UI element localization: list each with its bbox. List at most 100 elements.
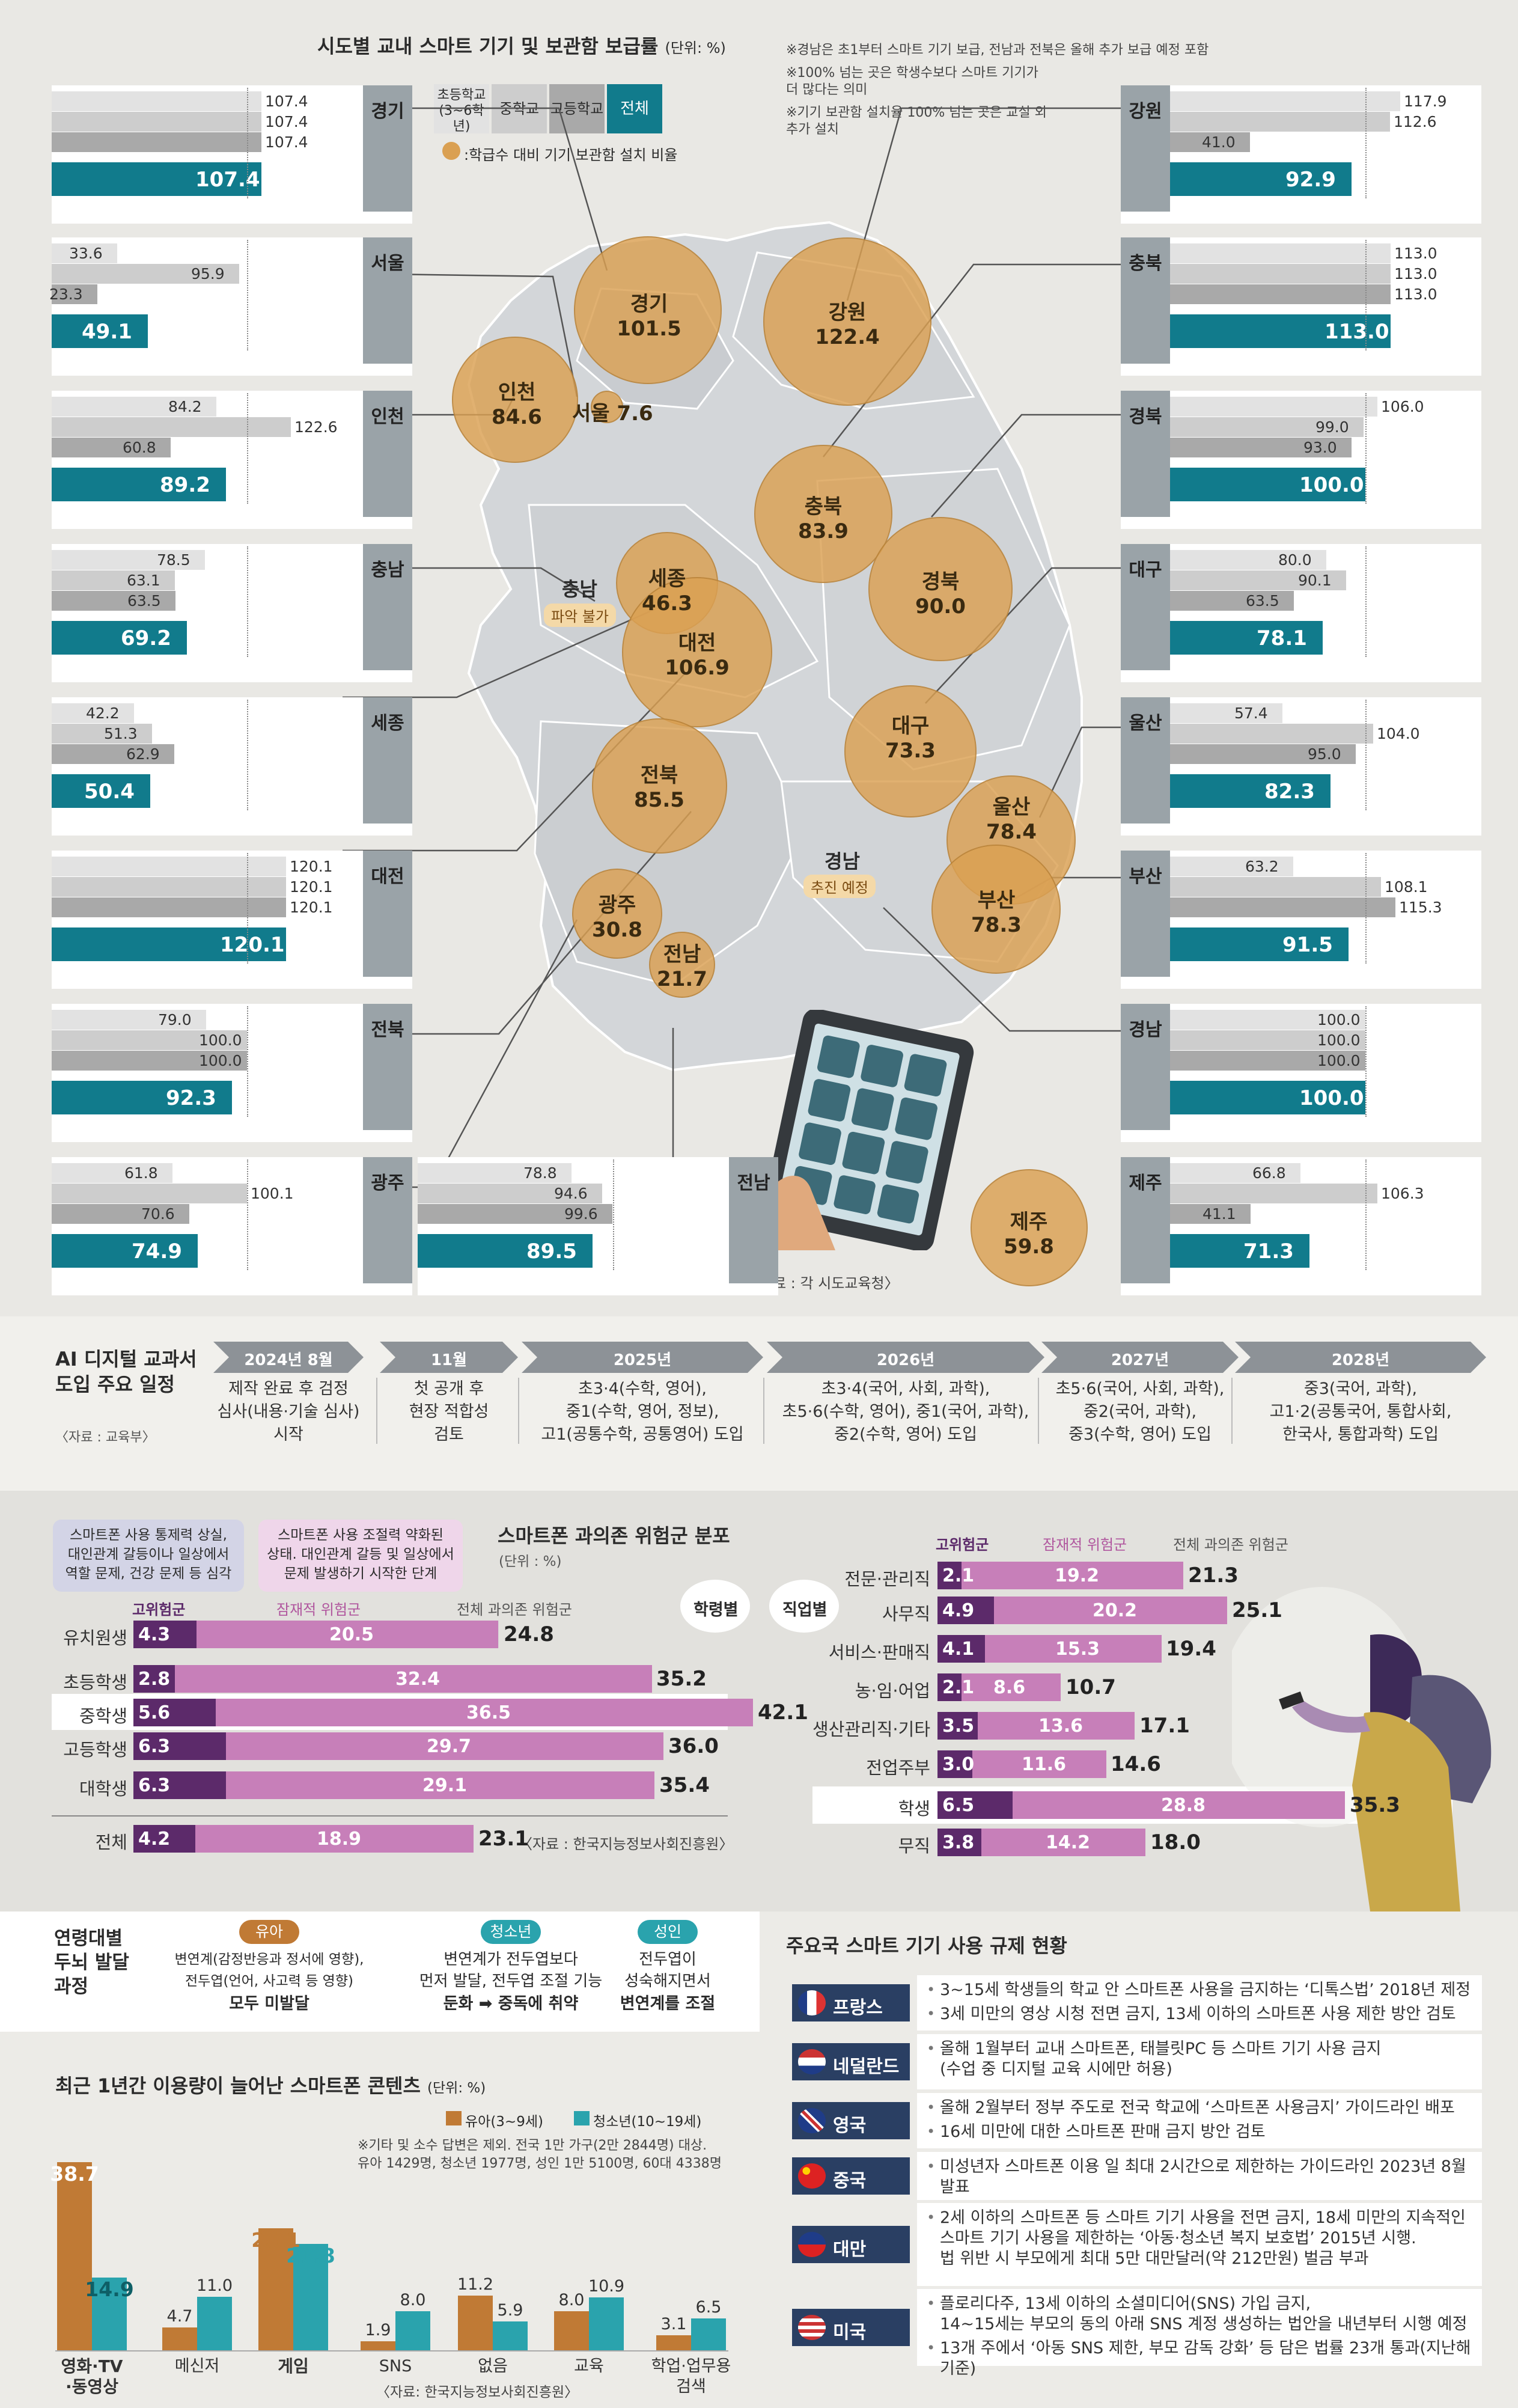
country-name: 대만 — [833, 2239, 867, 2260]
region-tab: 제주 — [1121, 1157, 1170, 1283]
content-value-infant: 1.9 — [365, 2321, 391, 2339]
content-bar-infant — [57, 2162, 92, 2350]
bubble-gangwon — [763, 237, 931, 406]
china-flag-icon — [798, 2163, 826, 2189]
risk-category: 학생 — [898, 1798, 930, 1819]
risk-bar-potential — [175, 1665, 652, 1693]
content-value-youth: 14.9 — [85, 2278, 134, 2301]
bubble-label-gyeongbuk: 경북 90.0 — [915, 570, 966, 619]
risk-bar-potential — [195, 1825, 474, 1853]
regulation-box-3: • 미성년자 스마트폰 이용 일 최대 2시간으로 제한하는 가이드라인 2023… — [917, 2152, 1482, 2200]
region-name: 대전 — [371, 866, 404, 887]
legend-youth-swatch — [574, 2111, 590, 2125]
bar-mid — [52, 1030, 247, 1050]
region-panel-16: 제주 66.8 106.3 41.1 71.3 — [1121, 1157, 1481, 1295]
bullet-dot: • — [927, 2123, 936, 2140]
risk-value-total: 35.2 — [656, 1667, 707, 1691]
uk-flag-icon — [798, 2108, 826, 2133]
value-mid: 99.0 — [1315, 418, 1349, 436]
risk-category: 전문·관리직 — [844, 1569, 930, 1589]
value-mid: 90.1 — [1298, 572, 1332, 589]
content-bar-youth — [493, 2321, 528, 2350]
value-mid: 112.6 — [1394, 113, 1437, 130]
usa-flag-icon — [798, 2315, 826, 2340]
schedule-divider — [376, 1378, 377, 1444]
legend-all: 전체 — [607, 84, 662, 133]
content-bar-infant — [656, 2335, 691, 2350]
ref-100-line — [1365, 1160, 1367, 1270]
region-name: 세종 — [371, 713, 404, 734]
value-all: 71.3 — [1243, 1239, 1294, 1264]
content-value-infant: 3.1 — [660, 2315, 687, 2333]
value-all: 107.4 — [195, 168, 260, 192]
value-elem: 80.0 — [1278, 551, 1312, 569]
ref-100-line — [1365, 393, 1367, 504]
content-bar-youth — [197, 2297, 232, 2350]
risk-value-potential: 18.9 — [317, 1829, 362, 1850]
region-tab: 부산 — [1121, 851, 1170, 977]
value-all: 82.3 — [1264, 780, 1315, 804]
risk-source: 〈자료 : 한국지능정보사회진흥원〉 — [518, 1836, 734, 1853]
region-panel-9: 강원 117.9 112.6 41.0 92.9 — [1121, 85, 1481, 224]
brain-stage-badge: 청소년 — [481, 1920, 541, 1944]
bubble-jeonnam — [649, 932, 715, 998]
content-bar-infant — [258, 2228, 293, 2350]
country-label-0: 프랑스 — [792, 1984, 910, 2021]
ref-100-line — [613, 1160, 614, 1270]
value-elem: 106.0 — [1381, 398, 1424, 415]
region-name: 경남 — [1129, 1019, 1162, 1041]
region-panel-11: 경북 106.0 99.0 93.0 100.0 — [1121, 391, 1481, 529]
value-high: 23.3 — [49, 286, 83, 303]
risk-value-high: 2.8 — [138, 1669, 171, 1690]
value-elem: 79.0 — [158, 1011, 192, 1028]
ref-100-line — [1365, 700, 1367, 810]
risk-bar-potential — [972, 1750, 1106, 1778]
content-category: SNS — [379, 2357, 412, 2376]
ref-100-line — [247, 700, 248, 810]
risk-bar-high — [937, 1712, 978, 1740]
ref-100-line — [247, 88, 248, 198]
content-category: 없음 — [478, 2357, 508, 2376]
regulation-text: 3세 미만의 영상 시청 전면 금지, 13세 이하의 스마트폰 사용 제한 방… — [940, 2005, 1456, 2023]
value-elem: 84.2 — [168, 398, 202, 415]
value-all: 69.2 — [121, 626, 171, 650]
country-name: 미국 — [833, 2322, 867, 2343]
note-2: ※100% 넘는 곳은 학생수보다 스마트 기기가 더 많다는 의미 — [786, 66, 1038, 97]
risk-legend-pot-2: 잠재적 위험군 — [1043, 1536, 1127, 1553]
legend-elem: 초등학교 (3~6학년) — [434, 84, 489, 134]
schedule-date: 2025년 — [613, 1351, 672, 1369]
bubble-jeju — [971, 1169, 1088, 1286]
risk-bar-potential — [216, 1699, 753, 1726]
value-elem: 78.5 — [157, 551, 191, 569]
content-value-youth: 21.8 — [286, 2244, 335, 2267]
value-all: 89.2 — [160, 473, 210, 497]
schedule-date: 2026년 — [876, 1351, 935, 1369]
chungnam-label: 충남 — [562, 578, 597, 600]
legend-infant-label: 유아(3~9세) — [465, 2114, 543, 2130]
risk-bar-potential — [981, 1829, 1145, 1856]
region-name: 강원 — [1129, 101, 1162, 122]
region-panel-13: 울산 57.4 104.0 95.0 82.3 — [1121, 697, 1481, 836]
bubble-label-jeju: 제주 59.8 — [1004, 1210, 1054, 1259]
bar-mid — [1170, 570, 1346, 590]
bar-all — [1170, 162, 1352, 196]
bar-high — [52, 284, 97, 304]
value-high: 113.0 — [1394, 286, 1437, 303]
bar-mid — [52, 1184, 247, 1203]
brain-title: 연령대별 두뇌 발달 과정 — [54, 1928, 129, 1997]
risk-category: 고등학생 — [63, 1740, 127, 1760]
phone-user-illustration — [1232, 1587, 1492, 1911]
bar-all — [52, 162, 261, 196]
risk-legend-high-2: 고위험군 — [936, 1536, 989, 1553]
note-1: ※경남은 초1부터 스마트 기기 보급, 전남과 전북은 올해 추가 보급 예정… — [786, 43, 1209, 58]
risk-bar-potential — [226, 1771, 654, 1799]
content-bar-youth — [691, 2318, 726, 2350]
risk-bar-high — [937, 1635, 985, 1663]
value-elem: 78.8 — [523, 1164, 557, 1182]
risk-category: 무직 — [898, 1836, 930, 1856]
netherlands-flag-icon — [798, 2049, 826, 2074]
risk-value-total: 14.6 — [1111, 1752, 1161, 1776]
bubble-busan — [931, 845, 1061, 974]
regulation-text: 올해 1월부터 교내 스마트폰, 태블릿PC 등 스마트 기기 사용 금지 (수… — [940, 2040, 1382, 2079]
value-high: 60.8 — [123, 439, 156, 456]
